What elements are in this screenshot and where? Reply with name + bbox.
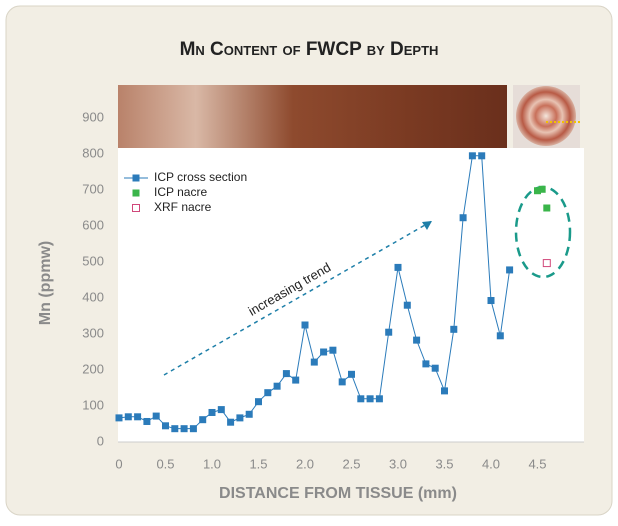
- legend-label: XRF nacre: [154, 200, 212, 214]
- legend-marker: [132, 189, 140, 197]
- data-point: [301, 321, 309, 329]
- data-point: [422, 360, 430, 368]
- y-axis-title: Mn (ppmw): [37, 241, 54, 325]
- data-point: [115, 414, 123, 422]
- x-tick-label: 4.0: [482, 456, 500, 471]
- data-point: [227, 418, 235, 426]
- y-tick-label: 800: [82, 145, 104, 160]
- x-tick-label: 3.0: [389, 456, 407, 471]
- data-point: [441, 387, 448, 395]
- trend-arrowhead: [422, 221, 432, 230]
- x-tick-label: 1.0: [203, 456, 221, 471]
- data-point: [236, 414, 244, 422]
- data-point: [450, 325, 458, 333]
- data-point: [413, 336, 421, 344]
- x-tick-label: 0.5: [156, 456, 174, 471]
- data-point: [199, 416, 207, 424]
- data-point: [534, 187, 541, 195]
- legend-label: ICP nacre: [154, 185, 207, 199]
- data-point: [320, 348, 328, 356]
- x-tick-label: 1.5: [249, 456, 267, 471]
- data-point: [338, 378, 346, 386]
- data-point: [431, 364, 439, 372]
- data-point: [245, 410, 253, 418]
- data-point: [542, 259, 551, 268]
- data-point: [124, 413, 132, 421]
- chart-title: Mn Content of FWCP by Depth: [180, 39, 439, 60]
- data-point: [282, 370, 290, 378]
- x-tick-label: 2.0: [296, 456, 314, 471]
- data-point: [255, 398, 262, 406]
- data-point: [375, 395, 383, 403]
- pearl-disc: [516, 86, 576, 146]
- data-point: [543, 204, 551, 212]
- data-point: [310, 358, 318, 366]
- data-point: [496, 332, 504, 340]
- data-point: [292, 376, 300, 384]
- data-point: [180, 425, 188, 433]
- data-point: [487, 297, 495, 305]
- data-point: [208, 408, 216, 416]
- x-axis-title: DISTANCE FROM TISSUE (mm): [219, 485, 457, 502]
- data-point: [162, 422, 169, 430]
- data-point: [273, 382, 281, 390]
- data-point: [468, 152, 476, 160]
- trend-arrow: [163, 220, 433, 376]
- legend-marker: [132, 204, 140, 212]
- data-point: [264, 389, 272, 397]
- data-point: [538, 185, 546, 193]
- data-point: [478, 152, 486, 160]
- data-point: [152, 412, 160, 420]
- y-tick-label: 100: [82, 397, 104, 412]
- legend-marker: [132, 174, 140, 182]
- legend-label: ICP cross section: [154, 170, 247, 184]
- data-point: [348, 370, 355, 378]
- cross-section-photo: [118, 85, 507, 148]
- data-point: [134, 413, 142, 421]
- y-tick-label: 600: [82, 217, 104, 232]
- data-point: [143, 417, 151, 425]
- y-tick-label: 400: [82, 289, 104, 304]
- y-tick-label: 900: [82, 109, 104, 124]
- data-point: [329, 346, 337, 354]
- data-point: [459, 214, 467, 222]
- x-tick-label: 2.5: [342, 456, 360, 471]
- data-point: [217, 406, 225, 414]
- data-point: [357, 395, 365, 403]
- data-point: [506, 266, 514, 274]
- data-point: [385, 328, 393, 336]
- y-tick-label: 700: [82, 181, 104, 196]
- data-point: [394, 263, 402, 271]
- y-tick-label: 0: [97, 433, 104, 448]
- data-point: [189, 425, 197, 433]
- x-tick-label: 0: [115, 456, 122, 471]
- data-point: [366, 395, 374, 403]
- data-point: [403, 301, 411, 309]
- x-tick-label: 3.5: [435, 456, 453, 471]
- y-tick-label: 200: [82, 361, 104, 376]
- y-tick-label: 300: [82, 325, 104, 340]
- x-tick-label: 4.5: [528, 456, 546, 471]
- data-point: [171, 425, 179, 433]
- y-tick-label: 500: [82, 253, 104, 268]
